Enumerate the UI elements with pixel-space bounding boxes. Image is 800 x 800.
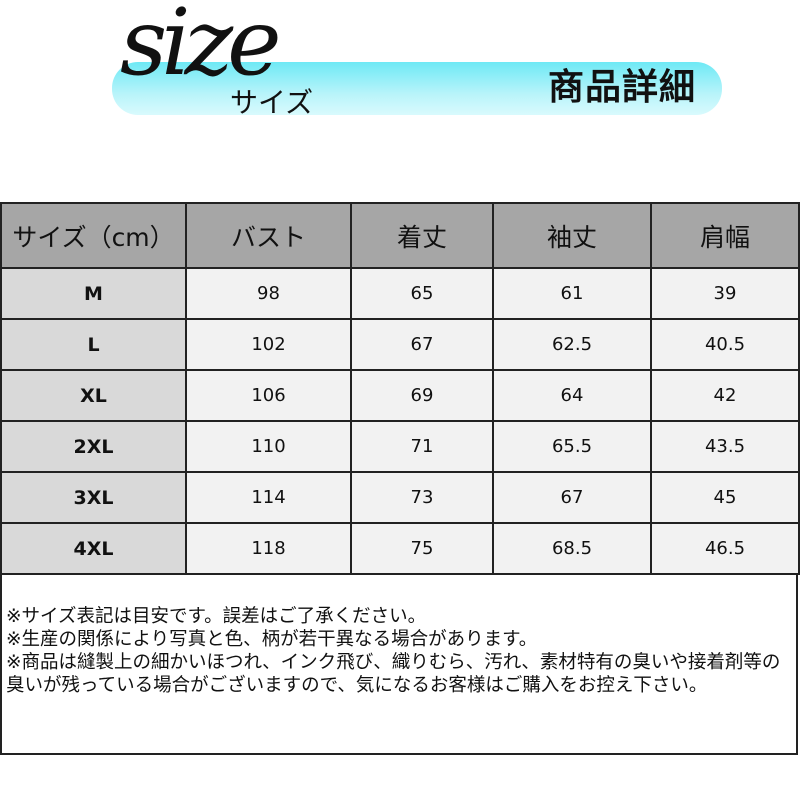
measurement-cell: 39 <box>650 267 800 320</box>
measurement-cell: 45 <box>650 471 800 524</box>
measurement-cell: 69 <box>350 369 494 422</box>
table-row: 4XL 118 75 68.5 46.5 <box>0 522 800 575</box>
column-header: バスト <box>185 202 352 269</box>
page-title: 商品詳細 <box>548 67 697 108</box>
note: ※生産の関係により写真と色、柄が若干異なる場合があります。 <box>6 629 538 650</box>
measurement-cell: 42 <box>650 369 800 422</box>
measurement-cell: 68.5 <box>492 522 652 575</box>
column-header: 肩幅 <box>650 202 800 269</box>
measurement-cell: 67 <box>492 471 652 524</box>
measurement-cell: 106 <box>185 369 352 422</box>
table-body: M 98 65 61 39 L 102 67 62.5 40.5 XL 106 69 64 42 2XL 110… <box>0 267 800 575</box>
column-header: 着丈 <box>350 202 494 269</box>
measurement-cell: 71 <box>350 420 494 473</box>
column-header: サイズ（cm） <box>0 202 187 269</box>
notes-box: ※サイズ表記は目安です。誤差はご了承ください。 ※生産の関係により写真と色、柄が… <box>0 573 798 755</box>
note: ※サイズ表記は目安です。誤差はご了承ください。 <box>6 606 427 627</box>
size-label-cell: 3XL <box>0 471 187 524</box>
table-row: 3XL 114 73 67 45 <box>0 471 800 524</box>
size-label-cell: 4XL <box>0 522 187 575</box>
measurement-cell: 64 <box>492 369 652 422</box>
size-label-cell: L <box>0 318 187 371</box>
measurement-cell: 73 <box>350 471 494 524</box>
size-label-cell: M <box>0 267 187 320</box>
table-header-row: サイズ（cm） バスト 着丈 袖丈 肩幅 <box>0 202 800 269</box>
table-row: M 98 65 61 39 <box>0 267 800 320</box>
size-label-cell: 2XL <box>0 420 187 473</box>
measurement-cell: 40.5 <box>650 318 800 371</box>
header-banner <box>112 62 722 115</box>
size-label-cell: XL <box>0 369 187 422</box>
size-logo: size サイズ <box>112 0 332 145</box>
measurement-cell: 46.5 <box>650 522 800 575</box>
measurement-cell: 61 <box>492 267 652 320</box>
measurement-cell: 67 <box>350 318 494 371</box>
measurement-cell: 65.5 <box>492 420 652 473</box>
measurement-cell: 102 <box>185 318 352 371</box>
measurement-cell: 75 <box>350 522 494 575</box>
table-row: 2XL 110 71 65.5 43.5 <box>0 420 800 473</box>
logo-text: size <box>120 0 282 96</box>
note: ※商品は縫製上の細かいほつれ、インク飛び、織りむら、汚れ、素材特有の臭いや接着剤… <box>6 652 781 696</box>
table-row: L 102 67 62.5 40.5 <box>0 318 800 371</box>
table-row: XL 106 69 64 42 <box>0 369 800 422</box>
measurement-cell: 43.5 <box>650 420 800 473</box>
measurement-cell: 110 <box>185 420 352 473</box>
size-table: サイズ（cm） バスト 着丈 袖丈 肩幅 M 98 65 61 39 L 102 67 62.5… <box>0 202 800 575</box>
measurement-cell: 98 <box>185 267 352 320</box>
measurement-cell: 65 <box>350 267 494 320</box>
logo-kana: サイズ <box>230 86 314 119</box>
measurement-cell: 118 <box>185 522 352 575</box>
measurement-cell: 62.5 <box>492 318 652 371</box>
column-header: 袖丈 <box>492 202 652 269</box>
measurement-cell: 114 <box>185 471 352 524</box>
